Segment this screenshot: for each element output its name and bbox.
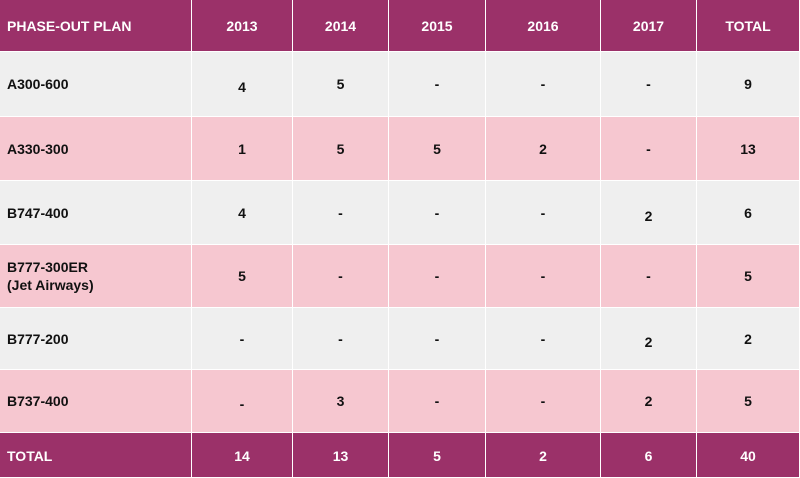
aircraft-name-cell: A330-300: [0, 117, 192, 181]
aircraft-name-cell: A300-600: [0, 52, 192, 117]
total-cell: 5: [697, 245, 800, 308]
value-cell: 4: [192, 181, 293, 245]
value-cell: -: [192, 308, 293, 370]
value-cell: -: [601, 117, 697, 181]
value-cell: -: [389, 308, 486, 370]
value-cell: -: [293, 308, 389, 370]
header-cell-2017: 2017: [601, 0, 697, 52]
footer-cell-2017: 6: [601, 433, 697, 478]
aircraft-name-cell: B747-400: [0, 181, 192, 245]
total-cell: 2: [697, 308, 800, 370]
value-cell: 4: [192, 52, 293, 117]
value-cell: 5: [389, 117, 486, 181]
footer-cell-grand-total: 40: [697, 433, 800, 478]
value-cell: -: [601, 52, 697, 117]
aircraft-name-line2: (Jet Airways): [7, 277, 94, 293]
footer-cell-2013: 14: [192, 433, 293, 478]
value-cell: 2: [601, 370, 697, 433]
header-cell-2013: 2013: [192, 0, 293, 52]
aircraft-name-cell: B777-200: [0, 308, 192, 370]
header-cell-plan: PHASE-OUT PLAN: [0, 0, 192, 52]
header-cell-2016: 2016: [486, 0, 601, 52]
total-cell: 13: [697, 117, 800, 181]
value-cell: 2: [486, 117, 601, 181]
value-cell: 3: [293, 370, 389, 433]
aircraft-name-cell: B777-300ER (Jet Airways): [0, 245, 192, 308]
value-cell: -: [293, 181, 389, 245]
value-cell: 5: [293, 117, 389, 181]
value-cell: -: [486, 245, 601, 308]
value-cell: -: [389, 52, 486, 117]
value-cell: -: [293, 245, 389, 308]
value-cell: -: [389, 181, 486, 245]
value-cell: -: [192, 370, 293, 433]
value-cell: 2: [601, 308, 697, 370]
total-cell: 9: [697, 52, 800, 117]
header-cell-2015: 2015: [389, 0, 486, 52]
aircraft-name-cell: B737-400: [0, 370, 192, 433]
footer-cell-2016: 2: [486, 433, 601, 478]
footer-cell-2014: 13: [293, 433, 389, 478]
total-cell: 5: [697, 370, 800, 433]
value-cell: -: [486, 52, 601, 117]
value-cell: 5: [293, 52, 389, 117]
value-cell: -: [486, 370, 601, 433]
value-cell: -: [486, 308, 601, 370]
header-cell-2014: 2014: [293, 0, 389, 52]
aircraft-name-line1: B777-300ER: [7, 259, 88, 275]
total-cell: 6: [697, 181, 800, 245]
value-cell: -: [389, 370, 486, 433]
value-cell: 2: [601, 181, 697, 245]
footer-cell-2015: 5: [389, 433, 486, 478]
value-cell: -: [486, 181, 601, 245]
value-cell: -: [601, 245, 697, 308]
header-cell-total: TOTAL: [697, 0, 800, 52]
value-cell: 5: [192, 245, 293, 308]
value-cell: -: [389, 245, 486, 308]
footer-cell-total-label: TOTAL: [0, 433, 192, 478]
value-cell: 1: [192, 117, 293, 181]
